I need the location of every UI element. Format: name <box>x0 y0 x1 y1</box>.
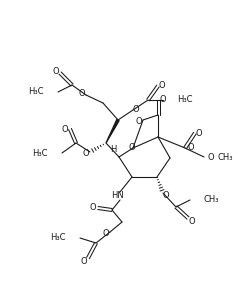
Text: HN: HN <box>112 191 124 201</box>
Text: O: O <box>79 89 85 99</box>
Text: O: O <box>136 117 142 125</box>
Text: H: H <box>110 145 116 155</box>
Text: CH₃: CH₃ <box>218 153 234 161</box>
Text: O: O <box>90 204 96 212</box>
Text: O: O <box>160 96 166 104</box>
Text: O: O <box>163 191 169 199</box>
Text: O: O <box>189 217 195 225</box>
Text: O: O <box>103 230 109 238</box>
Text: O: O <box>188 143 195 153</box>
Polygon shape <box>106 119 119 143</box>
Text: H₃C: H₃C <box>29 88 44 96</box>
Text: O: O <box>196 129 202 137</box>
Text: O: O <box>83 148 89 158</box>
Text: O: O <box>207 153 214 161</box>
Text: O: O <box>81 256 87 266</box>
Text: H₃C: H₃C <box>177 96 192 104</box>
Text: O: O <box>53 66 59 76</box>
Text: O: O <box>62 124 68 134</box>
Text: O: O <box>129 143 135 153</box>
Text: O: O <box>133 104 139 114</box>
Text: O: O <box>159 81 165 91</box>
Text: CH₃: CH₃ <box>204 196 219 204</box>
Text: H₃C: H₃C <box>51 234 66 242</box>
Text: H₃C: H₃C <box>32 148 48 158</box>
